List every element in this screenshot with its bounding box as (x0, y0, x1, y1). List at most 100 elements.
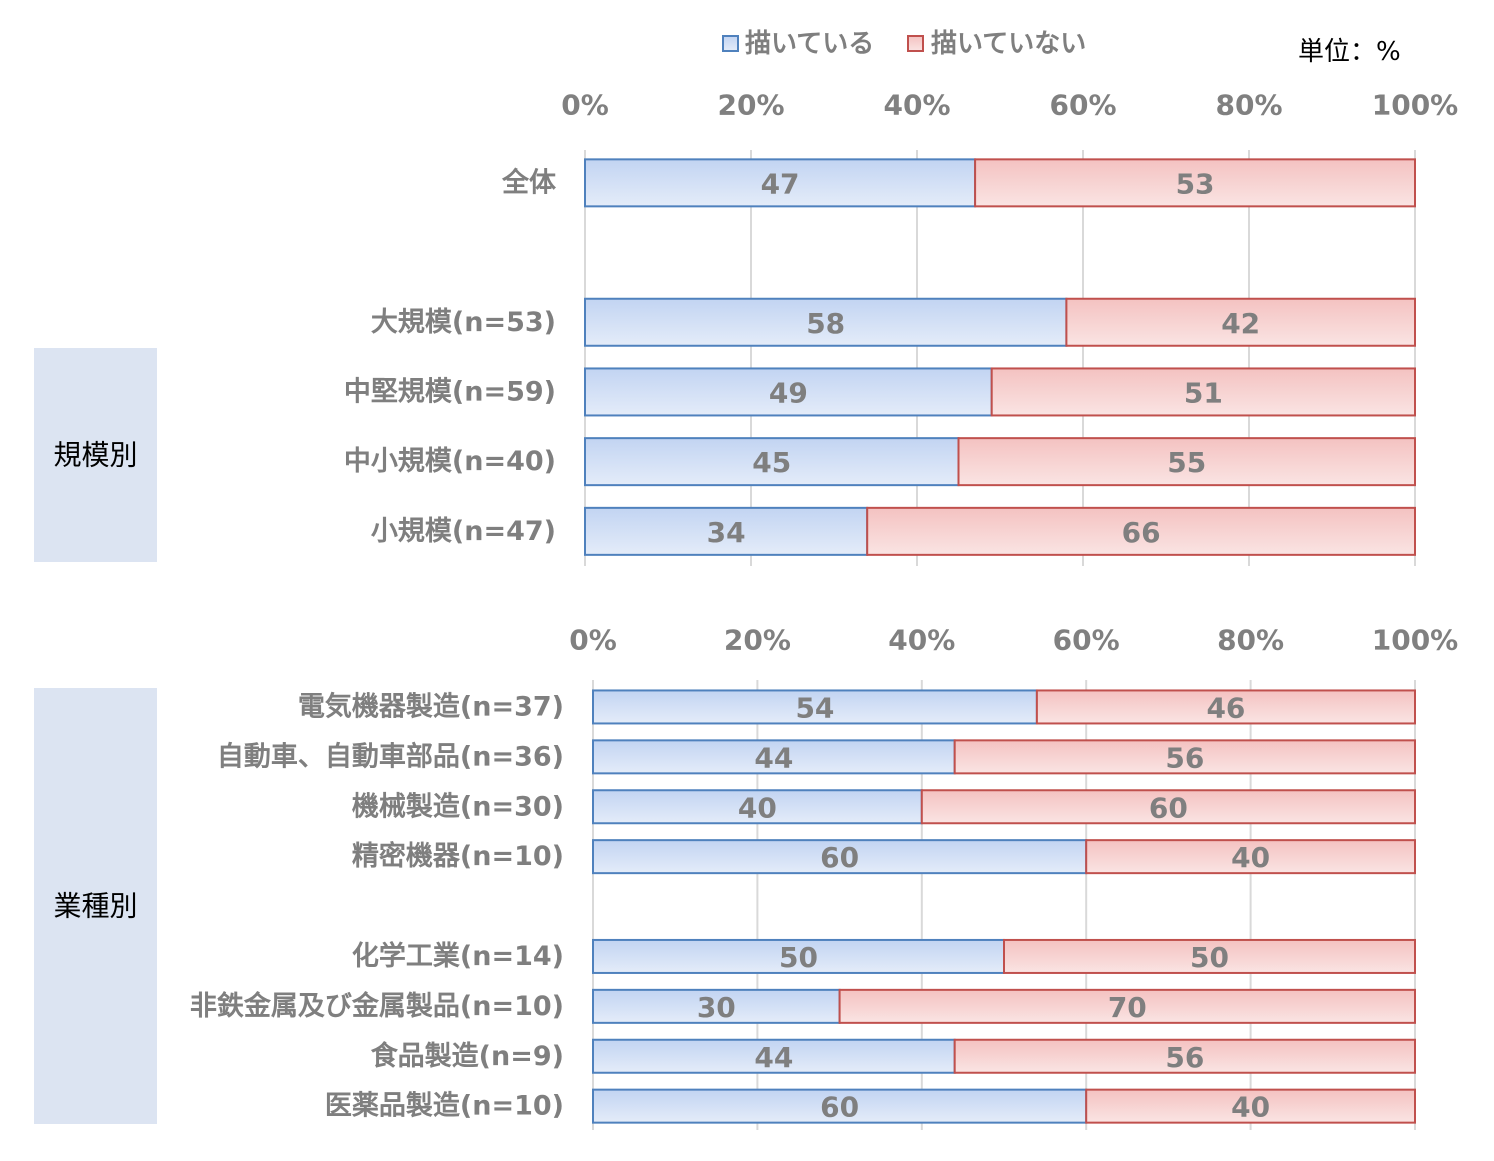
bar-segment-no (866, 506, 1416, 556)
bar-segment-yes (584, 367, 993, 417)
bar-segment-no (1003, 938, 1416, 974)
bar-segment-no (957, 437, 1416, 487)
tick-label: 100% (1372, 624, 1459, 657)
data-label: 56 (1165, 741, 1204, 774)
group-box (34, 348, 157, 562)
legend-item-yes: 描いている (722, 29, 874, 59)
data-label: 40 (738, 791, 777, 824)
category-label: 非鉄金属及び金属製品(n=10) (190, 990, 564, 1022)
bar-segment-yes (592, 1088, 1088, 1124)
data-label: 46 (1206, 691, 1245, 724)
category-label: 小規模(n=47) (371, 516, 556, 547)
bar-segment-no (1085, 839, 1416, 875)
legend-label: 描いている (745, 29, 874, 59)
data-label: 47 (761, 167, 800, 200)
data-label: 30 (697, 991, 736, 1024)
bar-segment-no (953, 739, 1416, 775)
data-label: 44 (754, 741, 793, 774)
category-label: 中小規模(n=40) (344, 446, 556, 477)
bar-row: 中堅規模(n=59) 49 51 (344, 367, 1416, 417)
bar-row: 非鉄金属及び金属製品(n=10) 30 70 (190, 988, 1416, 1024)
category-label: 精密機器(n=10) (352, 840, 564, 872)
bar-row: 精密機器(n=10) 60 40 (352, 839, 1416, 875)
tick-label: 20% (724, 624, 791, 657)
data-label: 60 (820, 1091, 859, 1124)
category-label: 医薬品製造(n=10) (325, 1091, 564, 1122)
category-label: 全体 (501, 166, 557, 198)
data-label: 42 (1221, 307, 1260, 340)
tick-label: 40% (888, 624, 955, 657)
bar-segment-yes (592, 988, 841, 1024)
data-label: 40 (1231, 841, 1270, 874)
tick-label: 80% (1217, 624, 1284, 657)
bar-segment-yes (592, 789, 923, 825)
category-label: 自動車、自動車部品(n=36) (217, 740, 564, 772)
tick-label: 20% (717, 89, 784, 122)
tick-label: 80% (1215, 89, 1282, 122)
stacked-bar-chart-2: 業種別 0% 20% 40% 60% 80% 100% 電気機器製造(n=37) 54 46 自動車… (34, 624, 1459, 1130)
data-label: 45 (752, 446, 791, 479)
bar-row: 全体 47 53 (501, 158, 1416, 208)
bar-segment-no (1065, 297, 1417, 347)
tick-label: 0% (569, 624, 617, 657)
bar-row: 化学工業(n=14) 50 50 (352, 938, 1416, 974)
bar-segment-yes (592, 938, 1005, 974)
bar-segment-no (838, 988, 1416, 1024)
tick-label: 0% (561, 89, 609, 122)
category-label: 化学工業(n=14) (352, 940, 564, 972)
data-label: 44 (754, 1041, 793, 1074)
legend-swatch-red (907, 35, 924, 52)
group-label: 規模別 (53, 439, 137, 472)
data-label: 49 (769, 376, 808, 409)
legend-item-no: 描いていない (907, 29, 1086, 59)
group-box (34, 688, 157, 1124)
bar-row: 機械製造(n=30) 40 60 (352, 789, 1416, 825)
tick-label: 100% (1372, 89, 1459, 122)
bar-segment-yes (592, 739, 956, 775)
data-label: 53 (1176, 167, 1215, 200)
category-label: 中堅規模(n=59) (344, 376, 556, 407)
tick-label: 40% (883, 89, 950, 122)
bar-row: 電気機器製造(n=37) 54 46 (298, 689, 1416, 725)
data-label: 55 (1167, 446, 1206, 479)
bar-segment-yes (592, 1038, 956, 1074)
tick-label: 60% (1053, 624, 1120, 657)
bar-row: 大規模(n=53) 58 42 (371, 297, 1417, 347)
data-label: 54 (795, 691, 834, 724)
data-label: 60 (1149, 791, 1188, 824)
bar-segment-no (920, 789, 1416, 825)
group-label: 業種別 (53, 890, 137, 923)
bar-row: 中小規模(n=40) 45 55 (344, 437, 1416, 487)
gridlines (584, 150, 1416, 566)
bar-segment-yes (584, 297, 1068, 347)
legend-swatch-blue (722, 35, 739, 52)
legend: 描いている 描いていない (722, 29, 1086, 59)
data-label: 40 (1231, 1091, 1270, 1124)
category-label: 大規模(n=53) (371, 307, 556, 338)
bar-segment-no (1085, 1088, 1416, 1124)
data-label: 34 (707, 516, 746, 549)
tick-label: 60% (1049, 89, 1116, 122)
bar-segment-no (1035, 689, 1416, 725)
data-label: 50 (1190, 941, 1229, 974)
category-label: 機械製造(n=30) (352, 791, 564, 822)
data-label: 70 (1108, 991, 1147, 1024)
category-label: 電気機器製造(n=37) (298, 690, 564, 722)
data-label: 56 (1165, 1041, 1204, 1074)
bar-segment-no (990, 367, 1416, 417)
data-label: 60 (820, 841, 859, 874)
data-label: 66 (1122, 516, 1161, 549)
legend-label: 描いていない (931, 29, 1086, 59)
category-label: 食品製造(n=9) (371, 1040, 564, 1072)
bar-row: 小規模(n=47) 34 66 (371, 506, 1416, 556)
bar-segment-no (953, 1038, 1416, 1074)
bar-segment-no (974, 158, 1416, 208)
stacked-bar-chart-1: 規模別 0% 20% 40% 60% 80% 100% 全体 47 53 大規模(n=53) 58 42… (34, 89, 1459, 566)
bar-row: 食品製造(n=9) 44 56 (371, 1038, 1416, 1074)
data-label: 58 (806, 307, 845, 340)
charts: 規模別 0% 20% 40% 60% 80% 100% 全体 47 53 大規模(n=53) 58 42… (34, 89, 1459, 1130)
bar-segment-yes (592, 839, 1088, 875)
bar-segment-yes (584, 437, 960, 487)
bar-segment-yes (584, 506, 869, 556)
